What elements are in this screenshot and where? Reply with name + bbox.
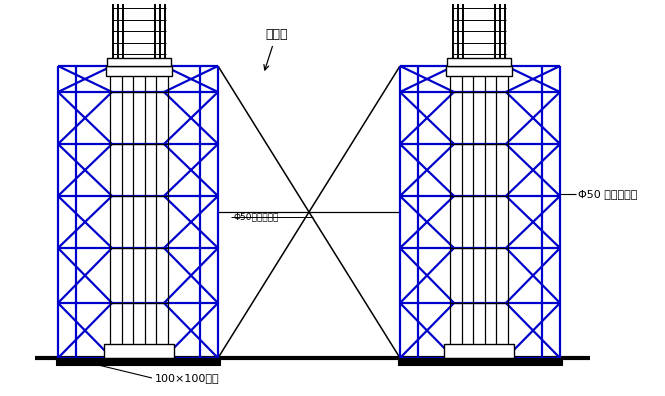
- Text: 人行桥: 人行桥: [264, 28, 287, 70]
- Bar: [104, 344, 174, 358]
- Bar: [444, 344, 514, 358]
- Bar: [398, 358, 562, 365]
- Bar: [106, 66, 172, 76]
- Text: Φ50 钉管脚手架: Φ50 钉管脚手架: [578, 189, 637, 199]
- Bar: [447, 58, 511, 66]
- Bar: [446, 66, 512, 76]
- Text: 100×100方木: 100×100方木: [155, 373, 219, 383]
- Bar: [56, 358, 220, 365]
- Text: Φ50钉管脚手架: Φ50钉管脚手架: [233, 213, 279, 221]
- Bar: [107, 58, 171, 66]
